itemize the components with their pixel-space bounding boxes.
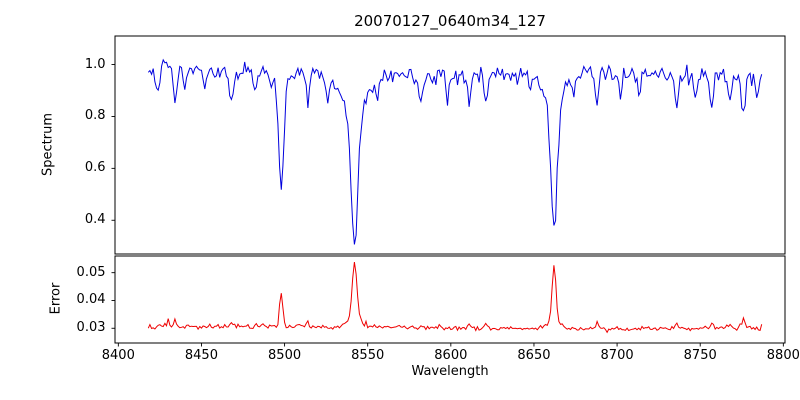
x-tick-label: 8500 — [268, 348, 302, 363]
y-tick-label: 0.8 — [84, 108, 106, 124]
x-axis-label: Wavelength — [411, 364, 489, 379]
error-axes-frame — [114, 255, 786, 344]
error-line — [147, 262, 763, 334]
x-tick-label: 8700 — [600, 348, 634, 363]
x-tick-label: 8450 — [184, 348, 218, 363]
x-tick-label: 8600 — [434, 348, 468, 363]
tick-marks — [111, 64, 784, 347]
y-tick-label: 0.05 — [76, 264, 106, 280]
spectrum-line — [147, 58, 763, 245]
spectrum-axes-frame — [114, 35, 786, 255]
y-tick-label: 1.0 — [84, 56, 106, 72]
y-tick-label: 0.4 — [84, 212, 106, 228]
y-tick-label: 0.04 — [76, 292, 106, 308]
y-tick-label: 0.6 — [84, 160, 106, 176]
chart-title: 20070127_0640m34_127 — [354, 12, 546, 30]
x-tick-label: 8800 — [766, 348, 800, 363]
x-tick-label: 8550 — [351, 348, 385, 363]
x-tick-label: 8400 — [101, 348, 135, 363]
x-tick-label: 8650 — [517, 348, 551, 363]
y-tick-label: 0.03 — [76, 320, 106, 336]
x-tick-label: 8750 — [683, 348, 717, 363]
